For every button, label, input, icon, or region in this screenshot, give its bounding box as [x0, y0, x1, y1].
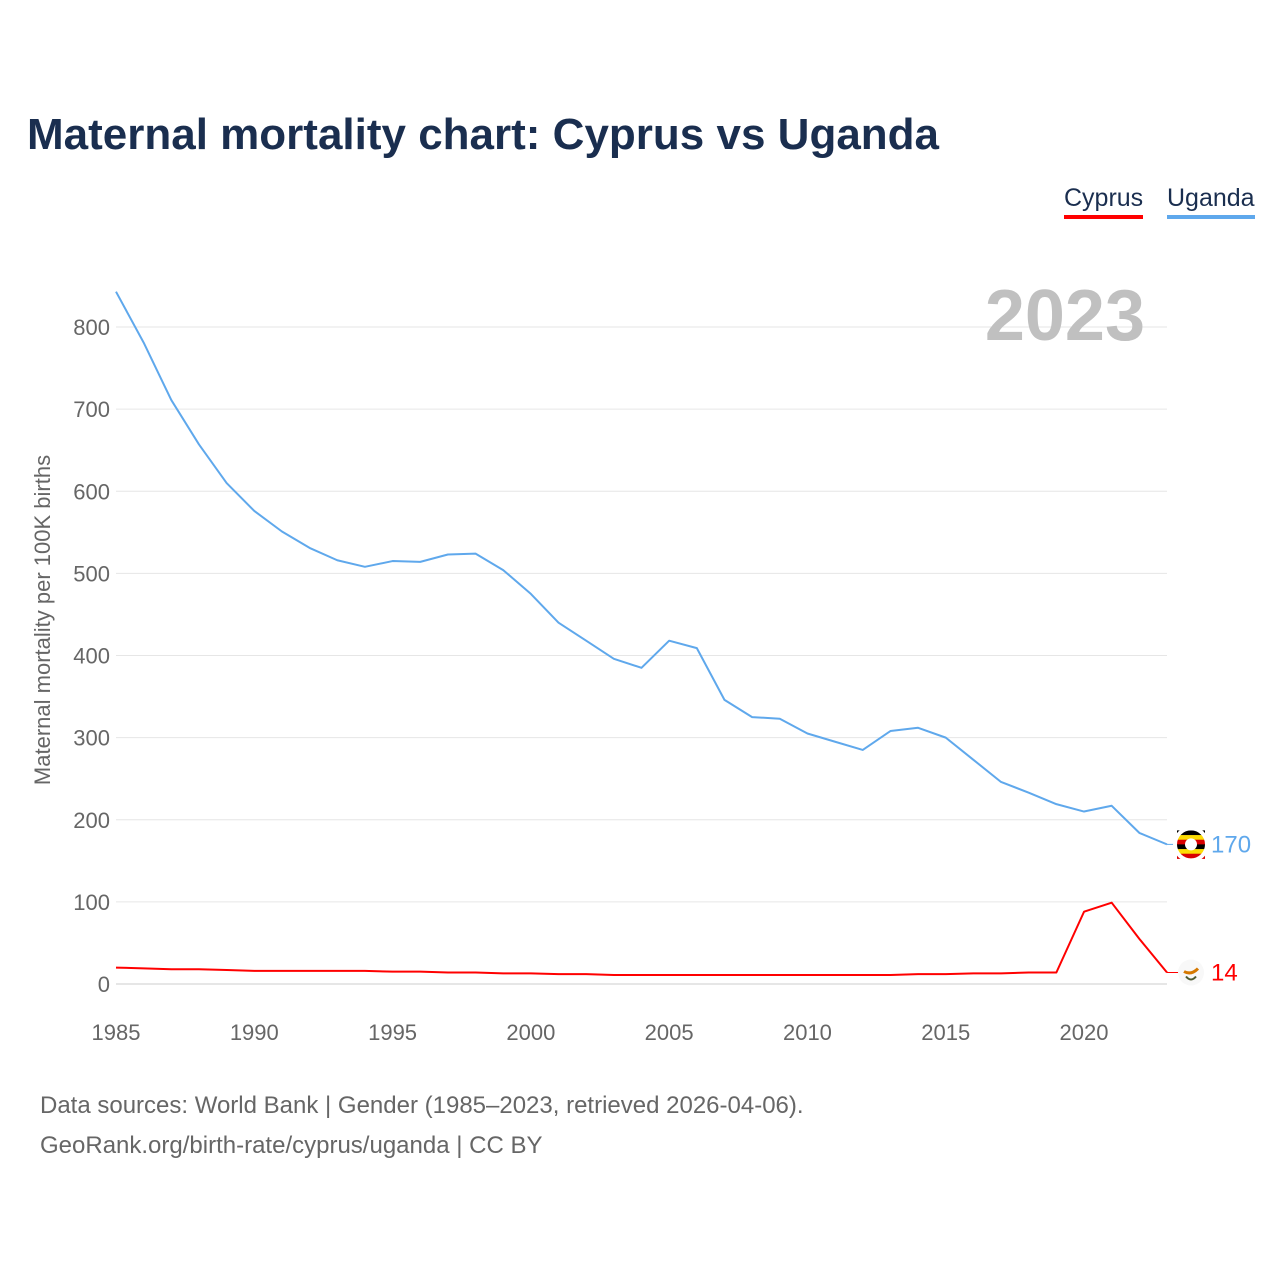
y-tick-label: 200 [73, 808, 110, 833]
x-tick-label: 1995 [368, 1020, 417, 1045]
flag-stripe [1177, 835, 1205, 841]
y-tick-label: 700 [73, 397, 110, 422]
year-label: 2023 [985, 276, 1145, 356]
source-text: Data sources: World Bank | Gender (1985–… [40, 1092, 804, 1119]
flag-island [1183, 967, 1200, 975]
flag-stripe [1177, 849, 1205, 855]
flag-stripe [1177, 853, 1205, 859]
y-tick-label: 400 [73, 644, 110, 669]
y-tick-label: 800 [73, 315, 110, 340]
x-tick-label: 2010 [783, 1020, 832, 1045]
legend-uganda[interactable]: Uganda [1167, 184, 1255, 219]
y-tick-label: 600 [73, 479, 110, 504]
y-tick-label: 500 [73, 561, 110, 586]
x-tick-label: 2005 [645, 1020, 694, 1045]
end-value-label: 170 [1211, 831, 1251, 858]
source-link[interactable]: GeoRank.org/birth-rate/cyprus/uganda | C… [40, 1132, 543, 1159]
y-axis-label: Maternal mortality per 100K births [30, 455, 55, 785]
series-line-uganda [115, 291, 1168, 846]
uganda-flag-icon [1173, 826, 1209, 863]
x-tick-label: 2015 [921, 1020, 970, 1045]
x-tick-label: 2020 [1060, 1020, 1109, 1045]
chart-title: Maternal mortality chart: Cyprus vs Ugan… [27, 110, 940, 159]
flag-olive [1185, 975, 1197, 981]
y-tick-label: 300 [73, 726, 110, 751]
x-tick-label: 2000 [506, 1020, 555, 1045]
x-tick-label: 1985 [92, 1020, 141, 1045]
y-tick-label: 100 [73, 890, 110, 915]
x-tick-label: 1990 [230, 1020, 279, 1045]
series-line-cyprus [115, 901, 1168, 976]
end-value-label: 14 [1211, 960, 1238, 987]
footer: Data sources: World Bank | Gender (1985–… [40, 1086, 804, 1166]
y-tick-label: 0 [98, 972, 110, 997]
flag-stripe [1177, 830, 1205, 836]
flag-emblem [1185, 838, 1197, 851]
legend-cyprus[interactable]: Cyprus [1064, 184, 1144, 219]
